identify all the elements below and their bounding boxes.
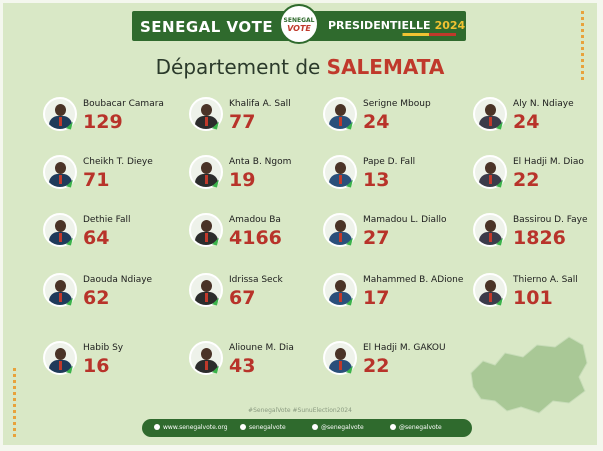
globe-icon xyxy=(154,424,160,430)
header-banner: SENEGAL VOTE SENEGAL VOTE PRESIDENTIELLE… xyxy=(132,4,466,44)
candidate-votes: 24 xyxy=(513,111,540,133)
candidate-card: Habib Sy 16 xyxy=(43,339,173,389)
senegal-vote-logo: SENEGAL VOTE xyxy=(279,4,319,44)
candidate-card: Bassirou D. Faye 1826 xyxy=(473,211,597,261)
twitter-icon xyxy=(390,424,396,430)
candidate-votes: 4166 xyxy=(229,227,282,249)
decorative-dots-bottom-left xyxy=(13,368,16,438)
election-year: 2024 xyxy=(434,19,466,32)
footer-website[interactable]: www.senegalvote.org xyxy=(154,424,228,431)
candidate-votes: 13 xyxy=(363,169,390,191)
candidate-name: Boubacar Camara xyxy=(83,99,164,109)
candidate-photo xyxy=(43,273,77,307)
candidate-card: Anta B. Ngom 19 xyxy=(189,153,319,203)
instagram-icon xyxy=(312,424,318,430)
candidate-name: Aly N. Ndiaye xyxy=(513,99,574,109)
candidate-card: Dethie Fall 64 xyxy=(43,211,173,261)
candidate-card: Pape D. Fall 13 xyxy=(323,153,453,203)
candidate-name: Mamadou L. Diallo xyxy=(363,215,447,225)
candidate-card: Alioune M. Dia 43 xyxy=(189,339,319,389)
candidate-votes: 22 xyxy=(513,169,540,191)
candidate-card: Thierno A. Sall 101 xyxy=(473,271,597,321)
candidate-name: Pape D. Fall xyxy=(363,157,416,167)
department-map xyxy=(470,336,588,414)
candidate-photo xyxy=(189,341,223,375)
candidate-name: Thierno A. Sall xyxy=(513,275,578,285)
candidate-name: El Hadji M. GAKOU xyxy=(363,343,446,353)
candidate-photo xyxy=(189,273,223,307)
candidate-name: Habib Sy xyxy=(83,343,124,353)
candidate-photo xyxy=(43,97,77,131)
candidate-name: Dethie Fall xyxy=(83,215,131,225)
candidate-photo xyxy=(43,341,77,375)
title-prefix: Département de xyxy=(155,55,321,79)
hashtags: #SenegalVote #SunuElection2024 xyxy=(248,407,352,414)
results-poster: SENEGAL VOTE SENEGAL VOTE PRESIDENTIELLE… xyxy=(3,3,597,445)
candidate-name: Daouda Ndiaye xyxy=(83,275,153,285)
candidate-votes: 62 xyxy=(83,287,110,309)
candidate-votes: 17 xyxy=(363,287,390,309)
candidate-card: Khalifa A. Sall 77 xyxy=(189,95,319,145)
footer-facebook[interactable]: senegalvote xyxy=(240,424,286,431)
candidate-photo xyxy=(323,213,357,247)
candidate-name: Alioune M. Dia xyxy=(229,343,294,353)
candidate-name: Idrissa Seck xyxy=(229,275,283,285)
candidate-card: El Hadji M. Diao 22 xyxy=(473,153,597,203)
candidate-photo xyxy=(189,213,223,247)
brand-name: SENEGAL VOTE xyxy=(140,18,274,36)
candidate-photo xyxy=(323,273,357,307)
candidate-card: Boubacar Camara 129 xyxy=(43,95,173,145)
candidate-card: Mahammed B. ADione 17 xyxy=(323,271,463,321)
candidate-votes: 19 xyxy=(229,169,256,191)
footer-twitter[interactable]: @senegalvote xyxy=(390,424,442,431)
candidate-card: Aly N. Ndiaye 24 xyxy=(473,95,597,145)
candidate-name: Anta B. Ngom xyxy=(229,157,292,167)
facebook-icon xyxy=(240,424,246,430)
decorative-dots-top-right xyxy=(581,11,584,81)
candidate-photo xyxy=(473,213,507,247)
page-title: Département de SALEMATA xyxy=(3,55,597,79)
candidate-votes: 67 xyxy=(229,287,256,309)
candidate-card: Cheikh T. Dieye 71 xyxy=(43,153,173,203)
candidate-name: Serigne Mboup xyxy=(363,99,431,109)
candidate-photo xyxy=(323,155,357,189)
candidate-photo xyxy=(323,97,357,131)
candidate-name: El Hadji M. Diao xyxy=(513,157,584,167)
candidate-votes: 129 xyxy=(83,111,123,133)
candidate-card: Idrissa Seck 67 xyxy=(189,271,319,321)
candidate-votes: 22 xyxy=(363,355,390,377)
candidate-card: Daouda Ndiaye 62 xyxy=(43,271,173,321)
candidate-photo xyxy=(189,97,223,131)
candidate-votes: 77 xyxy=(229,111,256,133)
candidate-card: Serigne Mboup 24 xyxy=(323,95,453,145)
flag-stripe xyxy=(376,33,456,36)
candidate-photo xyxy=(473,273,507,307)
candidate-card: Amadou Ba 4166 xyxy=(189,211,319,261)
candidate-votes: 24 xyxy=(363,111,390,133)
candidate-votes: 1826 xyxy=(513,227,566,249)
election-label: PRESIDENTIELLE 2024 xyxy=(328,19,466,32)
candidate-photo xyxy=(473,97,507,131)
candidate-photo xyxy=(473,155,507,189)
candidate-name: Amadou Ba xyxy=(229,215,281,225)
candidate-card: Mamadou L. Diallo 27 xyxy=(323,211,453,261)
footer-bar: www.senegalvote.org senegalvote @senegal… xyxy=(142,419,472,437)
candidate-photo xyxy=(189,155,223,189)
candidate-photo xyxy=(43,155,77,189)
candidate-votes: 101 xyxy=(513,287,553,309)
candidate-name: Khalifa A. Sall xyxy=(229,99,291,109)
candidate-name: Bassirou D. Faye xyxy=(513,215,588,225)
candidate-photo xyxy=(43,213,77,247)
candidate-votes: 43 xyxy=(229,355,256,377)
candidate-votes: 16 xyxy=(83,355,110,377)
candidate-card: El Hadji M. GAKOU 22 xyxy=(323,339,453,389)
candidate-photo xyxy=(323,341,357,375)
department-name: SALEMATA xyxy=(326,55,445,79)
candidate-votes: 64 xyxy=(83,227,110,249)
candidate-name: Mahammed B. ADione xyxy=(363,275,464,285)
candidate-votes: 27 xyxy=(363,227,390,249)
candidate-votes: 71 xyxy=(83,169,110,191)
footer-instagram[interactable]: @senegalvote xyxy=(312,424,364,431)
candidate-name: Cheikh T. Dieye xyxy=(83,157,153,167)
